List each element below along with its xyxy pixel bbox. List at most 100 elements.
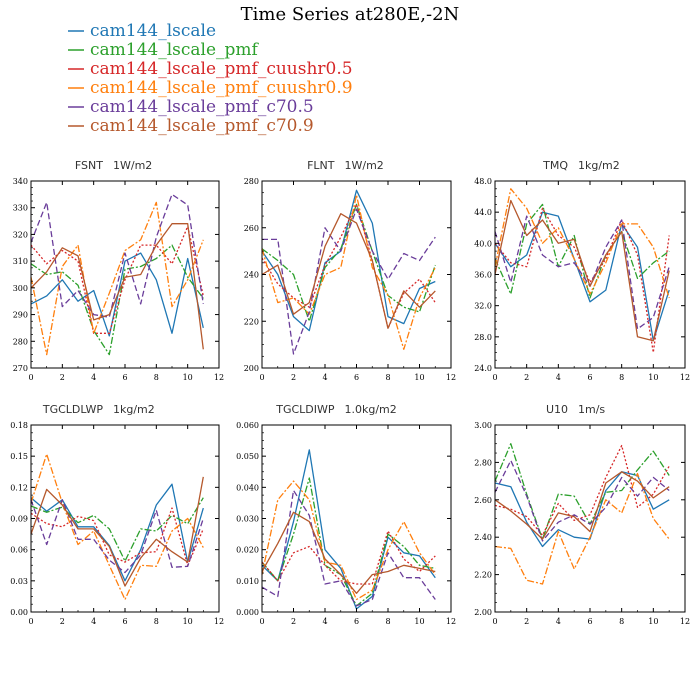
panel-tgcldlwp: TGCLDLWP 1kg/m2 0.00 0.03 0.06 0.09 0.12 0.15 0.… bbox=[10, 403, 224, 626]
x-tick-label: 2 bbox=[524, 617, 529, 626]
series-line bbox=[30, 497, 204, 562]
panel-title: TGCLDLWP bbox=[42, 403, 104, 416]
panel-units: 1kg/m2 bbox=[113, 403, 155, 416]
series-line bbox=[30, 223, 204, 350]
x-tick-label: 8 bbox=[619, 617, 624, 626]
y-tick-label: 36.0 bbox=[474, 271, 492, 280]
x-tick-label: 6 bbox=[354, 373, 359, 382]
y-tick-label: 0.050 bbox=[236, 452, 259, 461]
panel-title: TMQ bbox=[542, 159, 568, 172]
y-tick-label: 310 bbox=[13, 257, 28, 266]
x-tick-label: 4 bbox=[91, 617, 96, 626]
x-tick-label: 0 bbox=[492, 617, 497, 626]
x-tick-label: 10 bbox=[183, 617, 193, 626]
y-tick-label: 290 bbox=[13, 311, 28, 320]
x-tick-label: 8 bbox=[619, 373, 624, 382]
x-tick-label: 2 bbox=[291, 617, 296, 626]
y-tick-label: 2.40 bbox=[474, 533, 492, 542]
panel-tmq: TMQ 1kg/m2 24.0 28.0 32.0 36.0 40.0 44.0 48.0 0 2 4… bbox=[474, 159, 690, 382]
panel-title: FLNT bbox=[307, 159, 335, 172]
series-line bbox=[261, 489, 436, 607]
x-tick-label: 6 bbox=[122, 373, 127, 382]
panel-u10: U10 1m/s 2.00 2.20 2.40 2.60 2.80 3.00 0 2 4 6 8 10 12 bbox=[474, 403, 690, 626]
y-tick-label: 330 bbox=[13, 204, 28, 213]
x-tick-label: 8 bbox=[385, 373, 390, 382]
plot-frame bbox=[494, 424, 686, 613]
x-tick-label: 0 bbox=[28, 373, 33, 382]
x-tick-label: 4 bbox=[322, 617, 327, 626]
x-tick-label: 8 bbox=[154, 373, 159, 382]
series-line bbox=[261, 449, 436, 610]
panel-units: 1W/m2 bbox=[113, 159, 152, 172]
y-tick-label: 32.0 bbox=[474, 302, 492, 311]
y-tick-label: 28.0 bbox=[474, 333, 492, 342]
y-tick-label: 40.0 bbox=[474, 239, 492, 248]
y-tick-label: 0.00 bbox=[10, 608, 28, 617]
y-tick-label: 0.000 bbox=[236, 608, 259, 617]
x-tick-label: 0 bbox=[492, 373, 497, 382]
y-tick-label: 2.80 bbox=[474, 458, 492, 467]
series-line bbox=[494, 459, 670, 542]
y-tick-label: 2.60 bbox=[474, 496, 492, 505]
y-tick-label: 24.0 bbox=[474, 364, 492, 373]
panel-fsnt: FSNT 1W/m2 270 280 290 300 310 320 330 340 0 2 4 6 8 10… bbox=[13, 159, 224, 382]
y-tick-label: 200 bbox=[244, 364, 259, 373]
panel-units: 1W/m2 bbox=[345, 159, 384, 172]
x-tick-label: 6 bbox=[354, 617, 359, 626]
series-line bbox=[30, 193, 204, 318]
panel-units: 1kg/m2 bbox=[578, 159, 620, 172]
x-tick-label: 4 bbox=[91, 373, 96, 382]
x-tick-label: 12 bbox=[680, 617, 690, 626]
x-tick-label: 0 bbox=[259, 617, 264, 626]
y-tick-label: 0.040 bbox=[236, 483, 259, 492]
x-tick-label: 12 bbox=[446, 617, 456, 626]
series-line bbox=[261, 530, 436, 585]
y-tick-label: 300 bbox=[13, 284, 28, 293]
y-tick-label: 320 bbox=[13, 230, 28, 239]
series-line bbox=[261, 511, 436, 594]
y-tick-label: 2.20 bbox=[474, 571, 492, 580]
x-tick-label: 8 bbox=[154, 617, 159, 626]
x-tick-label: 10 bbox=[183, 373, 193, 382]
legend-label: cam144_lscale_pmf_cuushr0.5 bbox=[90, 59, 353, 79]
x-tick-label: 2 bbox=[524, 373, 529, 382]
y-tick-label: 3.00 bbox=[474, 421, 492, 430]
y-tick-label: 0.060 bbox=[236, 421, 259, 430]
panel-title: U10 bbox=[546, 403, 568, 416]
x-tick-label: 4 bbox=[556, 373, 561, 382]
x-tick-label: 0 bbox=[259, 373, 264, 382]
x-tick-label: 12 bbox=[214, 617, 224, 626]
panel-tgcldiwp: TGCLDIWP 1.0kg/m2 0.000 0.010 0.020 0.030 0.04… bbox=[236, 403, 456, 626]
panels: FSNT 1W/m2 270 2 8 0 290 300 310 320 330 340 0 2 4 6 8 10… bbox=[10, 159, 690, 626]
panel-title: FSNT bbox=[75, 159, 103, 172]
series-line bbox=[494, 444, 670, 536]
series-line bbox=[494, 471, 670, 548]
legend-label: cam144_lscale_pmf bbox=[90, 40, 260, 60]
y-tick-label: 270 bbox=[13, 364, 28, 373]
y-tick-label: 48.0 bbox=[474, 177, 492, 186]
x-tick-label: 10 bbox=[648, 617, 658, 626]
series-line bbox=[494, 472, 670, 585]
panel-title: TGCLDIWP bbox=[275, 403, 335, 416]
x-tick-label: 2 bbox=[60, 617, 65, 626]
series-line bbox=[261, 480, 436, 601]
y-tick-label: 0.020 bbox=[236, 546, 259, 555]
legend: cam144_lscalecam144_lscale_pmfcam144_lsc… bbox=[68, 21, 353, 136]
y-tick-label: 340 bbox=[13, 177, 28, 186]
x-tick-label: 12 bbox=[680, 373, 690, 382]
y-tick-label: 0.12 bbox=[10, 483, 28, 492]
series-line bbox=[261, 213, 436, 329]
series-line bbox=[30, 499, 204, 574]
figure-title: Time Series at280E,-2N bbox=[241, 4, 460, 25]
y-tick-label: 220 bbox=[244, 317, 259, 326]
legend-label: cam144_lscale_pmf_cuushr0.9 bbox=[90, 78, 353, 98]
x-tick-label: 6 bbox=[587, 617, 592, 626]
panel-flnt: FLNT 1W/m2 200 220 240 260 280 0 2 4 6 8 10 12 bbox=[244, 159, 456, 382]
plot-frame bbox=[494, 180, 686, 369]
x-tick-label: 6 bbox=[122, 617, 127, 626]
y-tick-label: 0.03 bbox=[10, 577, 28, 586]
x-tick-label: 12 bbox=[446, 373, 456, 382]
y-tick-label: 0.030 bbox=[236, 515, 259, 524]
y-tick-label: 240 bbox=[244, 271, 259, 280]
series-line bbox=[261, 203, 436, 329]
